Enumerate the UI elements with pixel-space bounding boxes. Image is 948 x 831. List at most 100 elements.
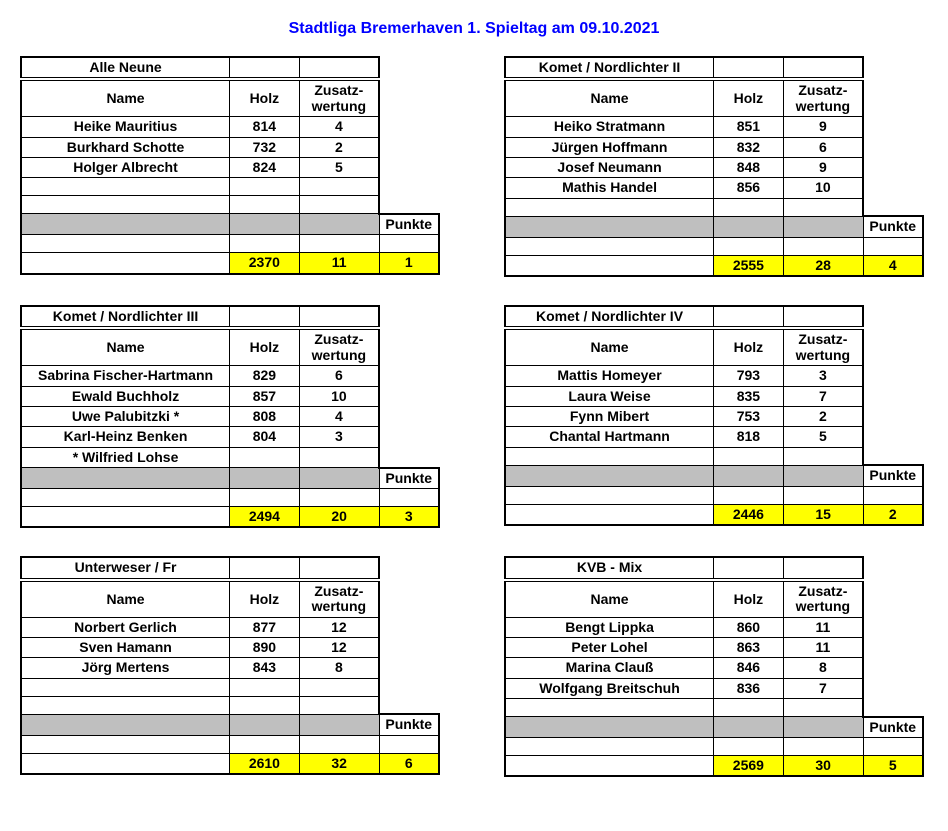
- player-holz: 832: [714, 137, 784, 157]
- grey-cell: [505, 717, 714, 738]
- spacer: [379, 386, 439, 406]
- spacer: [379, 79, 439, 116]
- player-zw: 4: [299, 117, 379, 137]
- blank-cell: [230, 735, 300, 753]
- player-holz: 814: [230, 117, 300, 137]
- player-name: [505, 447, 714, 465]
- col-header-name: Name: [21, 328, 230, 365]
- player-name: Peter Lohel: [505, 637, 714, 657]
- player-name: Jürgen Hoffmann: [505, 137, 714, 157]
- punkte-label: Punkte: [863, 216, 923, 237]
- player-zw: 3: [299, 427, 379, 447]
- totals-blank: [21, 253, 230, 274]
- spacer: [379, 328, 439, 365]
- team-block: Komet / Nordlichter IIINameHolzZusatz-we…: [20, 305, 440, 528]
- player-zw: 3: [783, 366, 863, 386]
- totals-punkte: 4: [863, 255, 923, 276]
- table-row: Norbert Gerlich87712: [21, 617, 439, 637]
- player-name: [505, 198, 714, 216]
- spacer: [863, 406, 923, 426]
- player-zw: 7: [783, 386, 863, 406]
- player-name: Karl-Heinz Benken: [21, 427, 230, 447]
- player-name: Holger Albrecht: [21, 157, 230, 177]
- table-row: Marina Clauß8468: [505, 658, 923, 678]
- spacer: [863, 79, 923, 116]
- spacer: [379, 658, 439, 678]
- spacer: [863, 557, 923, 579]
- spacer: [863, 178, 923, 198]
- blank-cell: [783, 738, 863, 756]
- grey-cell: [783, 717, 863, 738]
- blank-cell: [379, 489, 439, 507]
- totals-punkte: 6: [379, 753, 439, 774]
- player-zw: 9: [783, 157, 863, 177]
- spacer: [379, 157, 439, 177]
- col-header-zusatz: Zusatz-wertung: [783, 580, 863, 617]
- grey-cell: [783, 465, 863, 486]
- blank-cell: [299, 735, 379, 753]
- spacer: [379, 137, 439, 157]
- table-row: Fynn Mibert7532: [505, 406, 923, 426]
- spacer: [863, 617, 923, 637]
- col-header-zusatz: Zusatz-wertung: [783, 79, 863, 116]
- team-block: Unterweser / FrNameHolzZusatz-wertungNor…: [20, 556, 440, 777]
- player-holz: [230, 696, 300, 714]
- table-row: Chantal Hartmann8185: [505, 427, 923, 447]
- totals-blank: [505, 255, 714, 276]
- blank-cell: [21, 489, 230, 507]
- col-header-holz: Holz: [714, 580, 784, 617]
- punkte-label: Punkte: [379, 714, 439, 735]
- table-row: Peter Lohel86311: [505, 637, 923, 657]
- player-name: Burkhard Schotte: [21, 137, 230, 157]
- col-header-name: Name: [505, 580, 714, 617]
- player-holz: [714, 699, 784, 717]
- blank-cell: [299, 557, 379, 579]
- player-holz: 877: [230, 617, 300, 637]
- player-zw: 6: [783, 137, 863, 157]
- spacer: [863, 328, 923, 365]
- col-header-zusatz: Zusatz-wertung: [299, 580, 379, 617]
- player-name: Wolfgang Breitschuh: [505, 678, 714, 698]
- totals-blank: [21, 753, 230, 774]
- player-zw: [299, 696, 379, 714]
- player-zw: 4: [299, 406, 379, 426]
- spacer: [379, 557, 439, 579]
- blank-cell: [230, 306, 300, 328]
- totals-blank: [21, 507, 230, 528]
- totals-zw: 11: [299, 253, 379, 274]
- col-header-holz: Holz: [230, 328, 300, 365]
- col-header-name: Name: [21, 580, 230, 617]
- blank-cell: [505, 738, 714, 756]
- team-table: Komet / Nordlichter IIINameHolzZusatz-we…: [20, 305, 440, 528]
- player-name: Uwe Palubitzki *: [21, 406, 230, 426]
- spacer: [379, 427, 439, 447]
- blank-cell: [714, 738, 784, 756]
- team-name: Komet / Nordlichter II: [505, 57, 714, 79]
- teams-grid: Alle NeuneNameHolzZusatz-wertungHeike Ma…: [20, 56, 928, 777]
- table-row: Sabrina Fischer-Hartmann8296: [21, 366, 439, 386]
- player-holz: 829: [230, 366, 300, 386]
- team-name: Komet / Nordlichter III: [21, 306, 230, 328]
- blank-cell: [299, 235, 379, 253]
- team-table: Komet / Nordlichter IINameHolzZusatz-wer…: [504, 56, 924, 277]
- player-zw: 12: [299, 617, 379, 637]
- spacer: [379, 117, 439, 137]
- spacer: [379, 696, 439, 714]
- player-holz: 835: [714, 386, 784, 406]
- player-name: Josef Neumann: [505, 157, 714, 177]
- player-holz: 836: [714, 678, 784, 698]
- col-header-zusatz: Zusatz-wertung: [783, 328, 863, 365]
- blank-cell: [783, 306, 863, 328]
- player-holz: 846: [714, 658, 784, 678]
- grey-cell: [21, 714, 230, 735]
- table-row: Josef Neumann8489: [505, 157, 923, 177]
- player-name: Norbert Gerlich: [21, 617, 230, 637]
- blank-cell: [714, 57, 784, 79]
- player-zw: 10: [783, 178, 863, 198]
- table-row: Mathis Handel85610: [505, 178, 923, 198]
- blank-cell: [21, 735, 230, 753]
- blank-cell: [714, 557, 784, 579]
- spacer: [863, 447, 923, 465]
- player-holz: 857: [230, 386, 300, 406]
- player-holz: 753: [714, 406, 784, 426]
